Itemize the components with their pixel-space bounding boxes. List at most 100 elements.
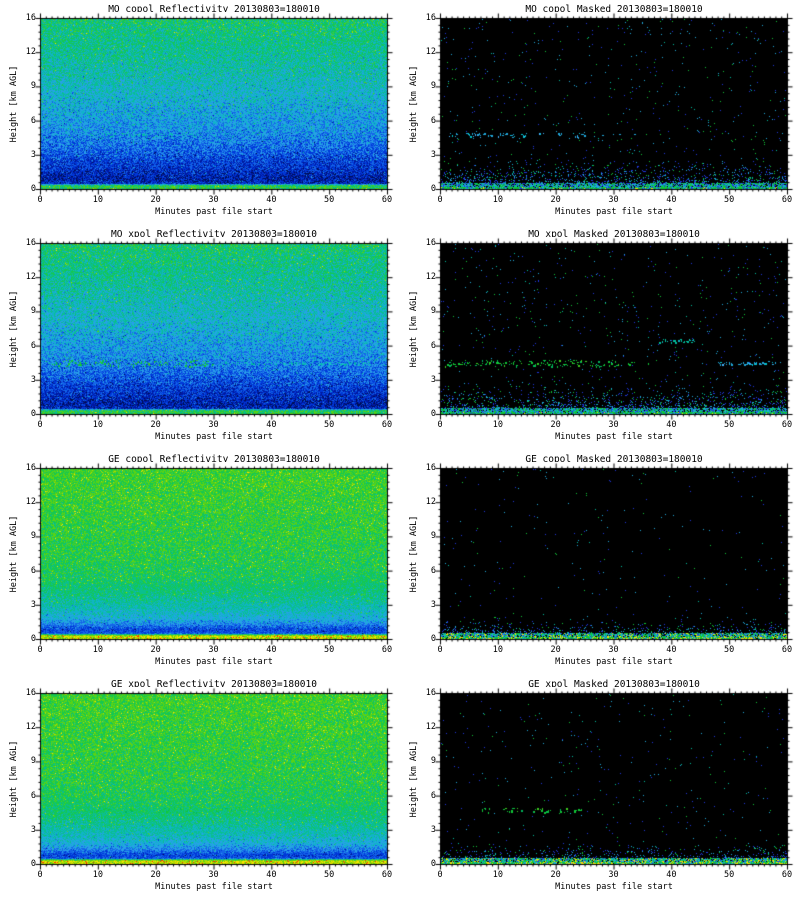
- x-tick-label: 20: [550, 870, 561, 880]
- y-tick-label: 0: [430, 634, 436, 644]
- y-axis-title: Height [km AGL]: [409, 515, 419, 593]
- x-tick-label: 50: [724, 870, 735, 880]
- y-tick-label: 9: [430, 531, 436, 542]
- y-tick-label: 16: [25, 13, 36, 23]
- x-axis-title: Minutes past file start: [555, 657, 673, 667]
- y-tick-label: 12: [425, 722, 436, 733]
- x-tick-label: 20: [550, 420, 561, 430]
- y-tick-label: 3: [430, 149, 436, 160]
- x-tick-label: 0: [37, 195, 43, 205]
- x-axis-title: Minutes past file start: [555, 207, 673, 217]
- x-tick-label: 10: [492, 420, 503, 430]
- heatmap-canvas-mo-copol-masked: [434, 12, 794, 196]
- y-tick-label: 6: [430, 565, 436, 576]
- y-tick-label: 3: [30, 149, 36, 160]
- y-tick-label: 6: [30, 115, 36, 126]
- y-tick-label: 3: [430, 374, 436, 385]
- y-tick-label: 3: [430, 824, 436, 835]
- y-tick-label: 9: [30, 756, 36, 767]
- y-tick-label: 16: [425, 688, 436, 698]
- x-tick-label: 50: [324, 420, 335, 430]
- x-tick-label: 0: [437, 420, 443, 430]
- y-tick-label: 3: [430, 599, 436, 610]
- x-tick-label: 30: [608, 420, 619, 430]
- y-tick-label: 6: [430, 115, 436, 126]
- heatmap-canvas-ge-xpol-masked: [434, 687, 794, 871]
- x-tick-label: 30: [208, 420, 219, 430]
- y-tick-label: 6: [30, 790, 36, 801]
- x-tick-label: 30: [208, 645, 219, 655]
- x-tick-label: 10: [492, 645, 503, 655]
- x-axis-title: Minutes past file start: [155, 432, 273, 442]
- y-tick-label: 0: [30, 634, 36, 644]
- x-tick-label: 20: [150, 420, 161, 430]
- x-tick-label: 60: [381, 870, 393, 880]
- x-tick-label: 40: [666, 195, 677, 205]
- x-tick-label: 60: [381, 195, 393, 205]
- heatmap-canvas-mo-xpol-masked: [434, 237, 794, 421]
- y-axis-title: Height [km AGL]: [409, 740, 419, 818]
- x-tick-label: 10: [92, 195, 103, 205]
- x-tick-label: 10: [92, 645, 103, 655]
- panel-title-mo-xpol-reflectivity: MO xpol Reflectivity 20130803=180010: [111, 229, 317, 240]
- y-tick-label: 12: [425, 272, 436, 283]
- y-tick-label: 9: [430, 306, 436, 317]
- x-tick-label: 40: [266, 420, 277, 430]
- y-tick-label: 12: [25, 272, 36, 283]
- x-tick-label: 40: [666, 420, 677, 430]
- x-tick-label: 20: [150, 645, 161, 655]
- x-axis-title: Minutes past file start: [555, 882, 673, 892]
- x-tick-label: 50: [724, 195, 735, 205]
- y-tick-label: 9: [430, 756, 436, 767]
- x-tick-label: 40: [266, 870, 277, 880]
- y-tick-label: 16: [25, 238, 36, 248]
- y-tick-label: 12: [25, 47, 36, 58]
- x-tick-label: 50: [324, 645, 335, 655]
- x-tick-label: 60: [381, 420, 393, 430]
- y-tick-label: 6: [430, 790, 436, 801]
- y-tick-label: 6: [30, 340, 36, 351]
- y-tick-label: 0: [30, 859, 36, 869]
- heatmap-canvas-ge-xpol-reflectivity: [34, 687, 394, 871]
- y-tick-label: 12: [425, 47, 436, 58]
- x-axis-title: Minutes past file start: [155, 207, 273, 217]
- x-tick-label: 40: [266, 645, 277, 655]
- x-tick-label: 60: [781, 420, 793, 430]
- y-tick-label: 12: [25, 722, 36, 733]
- y-axis-title: Height [km AGL]: [9, 65, 19, 143]
- heatmap-canvas-ge-copol-masked: [434, 462, 794, 646]
- y-tick-label: 9: [30, 81, 36, 92]
- x-tick-label: 10: [492, 870, 503, 880]
- x-axis-title: Minutes past file start: [555, 432, 673, 442]
- x-tick-label: 20: [150, 195, 161, 205]
- y-axis-title: Height [km AGL]: [409, 65, 419, 143]
- x-axis-title: Minutes past file start: [155, 657, 273, 667]
- y-tick-label: 3: [30, 824, 36, 835]
- heatmap-canvas-ge-copol-reflectivity: [34, 462, 394, 646]
- x-tick-label: 50: [324, 870, 335, 880]
- x-tick-label: 0: [437, 870, 443, 880]
- y-tick-label: 0: [430, 184, 436, 194]
- x-tick-label: 0: [437, 195, 443, 205]
- y-axis-title: Height [km AGL]: [409, 290, 419, 368]
- panel-title-ge-copol-masked: GE copol Masked 20130803=180010: [525, 454, 703, 465]
- y-tick-label: 9: [30, 306, 36, 317]
- y-tick-label: 3: [30, 599, 36, 610]
- x-tick-label: 40: [266, 195, 277, 205]
- x-tick-label: 10: [92, 420, 103, 430]
- y-tick-label: 6: [30, 565, 36, 576]
- heatmap-canvas-mo-xpol-reflectivity: [34, 237, 394, 421]
- x-tick-label: 40: [666, 870, 677, 880]
- y-tick-label: 12: [25, 497, 36, 508]
- x-tick-label: 30: [208, 195, 219, 205]
- x-tick-label: 20: [550, 195, 561, 205]
- panel-title-mo-copol-reflectivity: MO copol Reflectivity 20130803=180010: [108, 4, 320, 15]
- x-tick-label: 40: [666, 645, 677, 655]
- x-tick-label: 30: [608, 870, 619, 880]
- panel-title-ge-copol-reflectivity: GE copol Reflectivity 20130803=180010: [108, 454, 320, 465]
- x-tick-label: 30: [608, 195, 619, 205]
- y-tick-label: 16: [425, 463, 436, 473]
- y-tick-label: 0: [30, 184, 36, 194]
- x-tick-label: 30: [608, 645, 619, 655]
- y-tick-label: 16: [425, 238, 436, 248]
